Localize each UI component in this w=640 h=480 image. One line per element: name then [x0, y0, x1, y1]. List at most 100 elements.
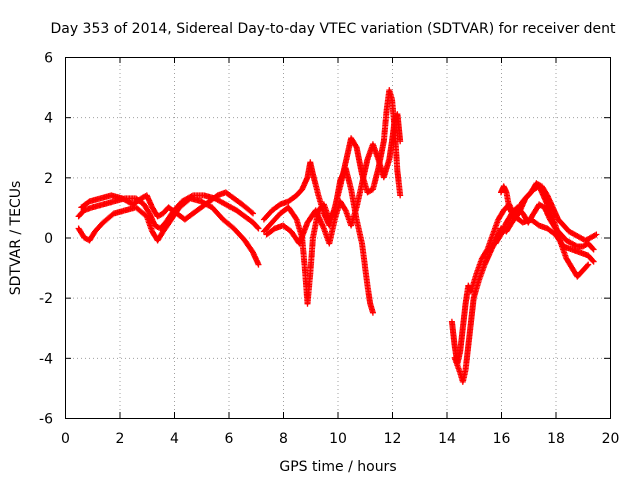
data-point-marks	[310, 171, 321, 197]
x-tick-label: 16	[493, 431, 511, 447]
data-point-marks	[130, 196, 144, 208]
data-point-marks	[369, 166, 381, 193]
data-point-marks	[470, 278, 482, 301]
data-point-marks	[89, 201, 105, 211]
data-point-marks	[465, 320, 474, 349]
data-point	[590, 258, 597, 265]
data-point-marks	[209, 204, 226, 222]
data-point-marks	[100, 211, 116, 226]
data-point-marks	[538, 183, 550, 198]
data-point-marks	[132, 204, 149, 219]
data-point-marks	[468, 272, 479, 295]
y-tick-label: 6	[44, 51, 53, 67]
data-point-marks	[78, 199, 92, 211]
data-point-marks	[296, 220, 310, 247]
data-point-marks	[359, 240, 368, 267]
data-point-marks	[566, 228, 577, 237]
data-point-marks	[582, 235, 593, 244]
data-point-marks	[190, 205, 204, 217]
data-point-marks	[263, 226, 277, 238]
y-tick-label: -2	[39, 291, 53, 307]
data-point-marks	[468, 296, 477, 325]
data-point-marks	[476, 263, 488, 283]
data-point-marks	[552, 225, 563, 237]
data-point-marks	[361, 261, 371, 288]
data-point-marks	[585, 252, 596, 264]
data-point-marks	[206, 193, 220, 205]
data-point-marks	[220, 216, 236, 231]
data-point-marks	[473, 257, 485, 277]
data-point-marks	[260, 208, 275, 223]
x-tick-label: 18	[547, 431, 565, 447]
data-point-marks	[230, 195, 244, 207]
axis-ticks	[65, 57, 611, 419]
x-axis-label: GPS time / hours	[279, 459, 396, 475]
data-point-marks	[154, 211, 165, 220]
y-tick-label: 0	[44, 231, 53, 247]
data-point-marks	[285, 204, 299, 222]
data-point-marks	[315, 192, 327, 215]
data-point-marks	[484, 233, 496, 253]
x-tick-label: 12	[384, 431, 402, 447]
data-point-marks	[198, 199, 212, 211]
data-point-marks	[92, 220, 106, 235]
data-point-marks	[574, 268, 585, 280]
data-point-marks	[394, 168, 403, 197]
data-point-marks	[241, 213, 255, 225]
data-point-marks	[154, 229, 166, 244]
y-axis-tick-labels: -6 -4 -2 0 2 4 6	[39, 51, 53, 428]
data-point-marks	[304, 272, 314, 307]
data-point-marks	[457, 326, 466, 355]
data-point-marks	[353, 181, 365, 211]
data-point-marks	[233, 207, 247, 219]
data-point-marks	[348, 135, 359, 149]
data-point-marks	[269, 211, 283, 226]
data-point-marks	[222, 189, 236, 201]
data-point-marks	[75, 208, 87, 220]
data-point-marks	[122, 204, 138, 214]
data-point-marks	[337, 160, 349, 190]
data-point-marks	[353, 216, 365, 245]
data-points	[75, 87, 600, 385]
series-track-c	[78, 189, 257, 223]
data-point-marks	[143, 213, 155, 233]
data-point-marks	[563, 255, 575, 270]
data-point-marks	[326, 218, 338, 247]
data-point-marks	[503, 211, 515, 226]
y-axis-label: SDTVAR / TECUs	[8, 181, 24, 296]
data-point-marks	[331, 184, 343, 211]
data-point-marks	[239, 201, 255, 216]
data-point-marks	[260, 220, 275, 235]
data-point-marks	[448, 318, 458, 348]
data-point-marks	[478, 247, 490, 262]
data-point-marks	[222, 201, 239, 213]
data-point-marks	[459, 302, 469, 331]
data-point-marks	[141, 201, 152, 216]
data-point-marks	[587, 232, 598, 241]
data-point	[397, 192, 404, 199]
data-point	[593, 231, 600, 238]
data-point-marks	[394, 111, 403, 143]
data-point-marks	[560, 222, 572, 234]
data-point-marks	[364, 282, 373, 306]
data-point-marks	[337, 198, 348, 213]
data-point-marks	[181, 211, 195, 223]
data-point	[590, 246, 597, 253]
data-point-marks	[285, 193, 299, 205]
data-point-marks	[241, 237, 256, 255]
x-tick-label: 4	[170, 431, 179, 447]
data-point-marks	[503, 220, 515, 235]
y-tick-label: 4	[44, 111, 53, 127]
data-point-marks	[533, 180, 544, 189]
data-point-marks	[75, 225, 87, 240]
data-point-marks	[364, 187, 375, 196]
data-point-marks	[557, 240, 569, 261]
x-tick-label: 6	[225, 431, 234, 447]
data-point	[250, 210, 257, 217]
y-tick-label: -4	[39, 351, 53, 367]
x-tick-label: 20	[602, 431, 620, 447]
data-point-marks	[563, 237, 574, 246]
chart-title: Day 353 of 2014, Sidereal Day-to-day VTE…	[50, 21, 616, 37]
data-point	[369, 309, 376, 316]
data-point-marks	[348, 205, 360, 229]
